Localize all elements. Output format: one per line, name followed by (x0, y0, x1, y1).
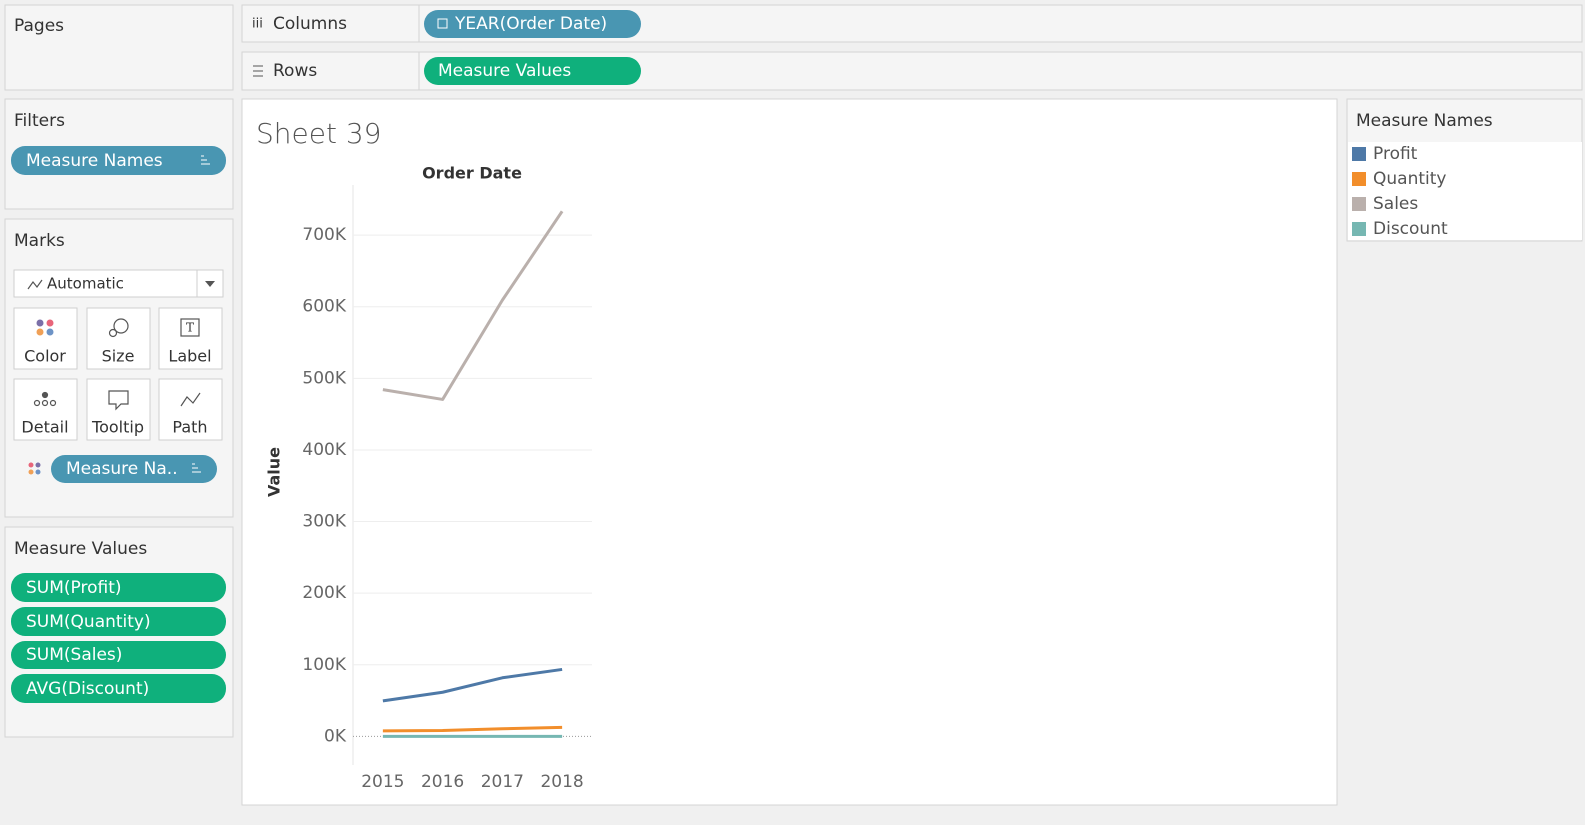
marks-button[interactable] (13, 307, 78, 370)
dropdown-arrow (205, 281, 215, 287)
pages-panel (4, 4, 234, 91)
panel-title: Pages (14, 16, 64, 36)
marks-button[interactable] (158, 307, 223, 370)
shelf-label: Columns (273, 14, 347, 34)
x-tick-label: 2018 (540, 772, 583, 792)
y-axis-title: Value (265, 447, 284, 497)
pill[interactable] (11, 146, 226, 175)
legend-label: Quantity (1373, 169, 1446, 189)
x-tick-label: 2016 (421, 772, 464, 792)
mark-type: Automatic (47, 275, 124, 293)
sort-icon (192, 463, 201, 473)
sort-icon (201, 155, 210, 165)
chart-title: Sheet 39 (256, 117, 381, 150)
path-icon (180, 392, 201, 407)
pill[interactable] (51, 455, 217, 483)
detail-icon (33, 391, 57, 407)
line-icon (27, 279, 43, 290)
columns-icon: iii (252, 17, 263, 32)
y-tick-label: 0K (324, 726, 347, 746)
legend-swatch (1352, 172, 1366, 186)
pill-label: YEAR(Order Date) (454, 14, 607, 34)
pill-label: SUM(Profit) (26, 578, 122, 598)
y-tick-label: 700K (302, 225, 346, 245)
y-tick-label: 100K (302, 655, 346, 675)
legend-swatch (1352, 197, 1366, 211)
marks-button[interactable] (86, 307, 151, 370)
size-icon (108, 318, 129, 338)
panel-title: Filters (14, 111, 65, 131)
series-line (382, 210, 564, 401)
legend-swatch (1352, 222, 1366, 236)
pill-label: SUM(Quantity) (26, 612, 151, 632)
tooltip-icon (108, 390, 129, 411)
marks-button[interactable] (158, 378, 223, 441)
pill[interactable] (11, 674, 226, 703)
series-line (382, 725, 563, 733)
sheet-area (241, 98, 1338, 806)
marks-button-label: Tooltip (91, 418, 144, 437)
pill-label: AVG(Discount) (26, 679, 149, 699)
mark-type-dropdown[interactable] (13, 269, 224, 298)
y-tick-label: 500K (302, 368, 346, 388)
y-tick-label: 600K (302, 297, 346, 317)
pill[interactable] (11, 641, 226, 669)
label-icon: T (180, 318, 200, 337)
x-tick-label: 2017 (481, 772, 524, 792)
marks-button-label: Path (172, 418, 207, 437)
pill[interactable] (424, 10, 641, 38)
y-tick-label: 400K (302, 440, 346, 460)
marks-button-label: Color (24, 347, 66, 366)
panel-title: Measure Values (14, 539, 147, 559)
rows-icon (253, 65, 263, 77)
marks-button-label: Size (102, 347, 135, 366)
pill[interactable] (424, 57, 641, 85)
legend-title: Measure Names (1356, 111, 1493, 131)
panel-title: Marks (14, 231, 65, 251)
legend-label: Sales (1373, 194, 1418, 214)
pill-label: Measure Na.. (66, 459, 178, 479)
marks-button[interactable] (13, 378, 78, 441)
marks-button[interactable] (86, 378, 151, 441)
color-icon (36, 319, 54, 336)
pill-label: Measure Values (438, 61, 571, 81)
y-tick-label: 200K (302, 583, 346, 603)
pill-label: Measure Names (26, 151, 163, 171)
legend-body (1348, 142, 1582, 240)
legend-label: Discount (1373, 219, 1448, 239)
pill[interactable] (11, 573, 226, 602)
legend-swatch (1352, 147, 1366, 161)
x-tick-label: 2015 (361, 772, 404, 792)
expand-icon (437, 18, 448, 29)
marks-button-label: Detail (21, 418, 68, 437)
pill[interactable] (11, 607, 226, 636)
legend-label: Profit (1373, 144, 1418, 164)
color-icon (28, 462, 41, 475)
pill-label: SUM(Sales) (26, 645, 122, 665)
marks-button-label: Label (168, 347, 211, 366)
series-line (382, 667, 563, 703)
x-axis-title: Order Date (422, 164, 522, 183)
shelf-label: Rows (273, 61, 317, 81)
y-tick-label: 300K (302, 512, 346, 532)
svg-text:T: T (186, 321, 194, 335)
